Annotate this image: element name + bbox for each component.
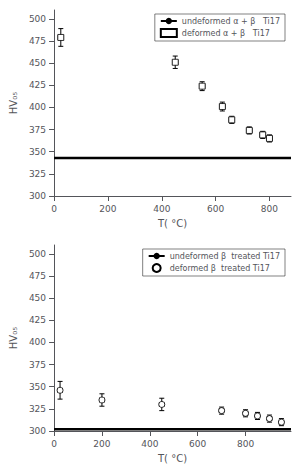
svg-text:325: 325 bbox=[29, 404, 46, 414]
svg-text:475: 475 bbox=[29, 271, 46, 281]
svg-text:375: 375 bbox=[29, 125, 46, 135]
svg-text:200: 200 bbox=[99, 204, 116, 214]
svg-text:500: 500 bbox=[29, 249, 46, 259]
svg-text:425: 425 bbox=[29, 315, 46, 325]
svg-text:400: 400 bbox=[29, 337, 46, 347]
svg-text:0: 0 bbox=[51, 204, 57, 214]
svg-text:450: 450 bbox=[29, 293, 46, 303]
svg-text:375: 375 bbox=[29, 360, 46, 370]
svg-text:undeformed α + β Ti17: undeformed α + β Ti17 bbox=[182, 17, 280, 26]
svg-text:800: 800 bbox=[261, 204, 278, 214]
svg-text:475: 475 bbox=[29, 36, 46, 46]
svg-text:HV₀₅: HV₀₅ bbox=[8, 327, 19, 349]
svg-text:300: 300 bbox=[29, 426, 46, 436]
svg-text:0: 0 bbox=[51, 439, 57, 449]
svg-text:200: 200 bbox=[93, 439, 110, 449]
svg-text:600: 600 bbox=[207, 204, 224, 214]
svg-text:300: 300 bbox=[29, 191, 46, 201]
svg-text:deformed α + β Ti17: deformed α + β Ti17 bbox=[182, 29, 270, 38]
svg-text:600: 600 bbox=[189, 439, 206, 449]
svg-text:T( °C): T( °C) bbox=[157, 453, 187, 464]
svg-text:425: 425 bbox=[29, 80, 46, 90]
svg-text:HV₀₅: HV₀₅ bbox=[8, 92, 19, 114]
svg-text:450: 450 bbox=[29, 58, 46, 68]
svg-text:800: 800 bbox=[237, 439, 254, 449]
svg-text:400: 400 bbox=[29, 102, 46, 112]
svg-text:325: 325 bbox=[29, 169, 46, 179]
svg-text:deformed β treated Ti17: deformed β treated Ti17 bbox=[170, 264, 270, 273]
svg-text:350: 350 bbox=[29, 147, 46, 157]
svg-text:400: 400 bbox=[153, 204, 170, 214]
svg-text:T( °C): T( °C) bbox=[157, 218, 187, 229]
svg-text:500: 500 bbox=[29, 14, 46, 24]
svg-text:350: 350 bbox=[29, 382, 46, 392]
svg-text:400: 400 bbox=[141, 439, 158, 449]
svg-text:undeformed β treated Ti17: undeformed β treated Ti17 bbox=[170, 252, 280, 261]
